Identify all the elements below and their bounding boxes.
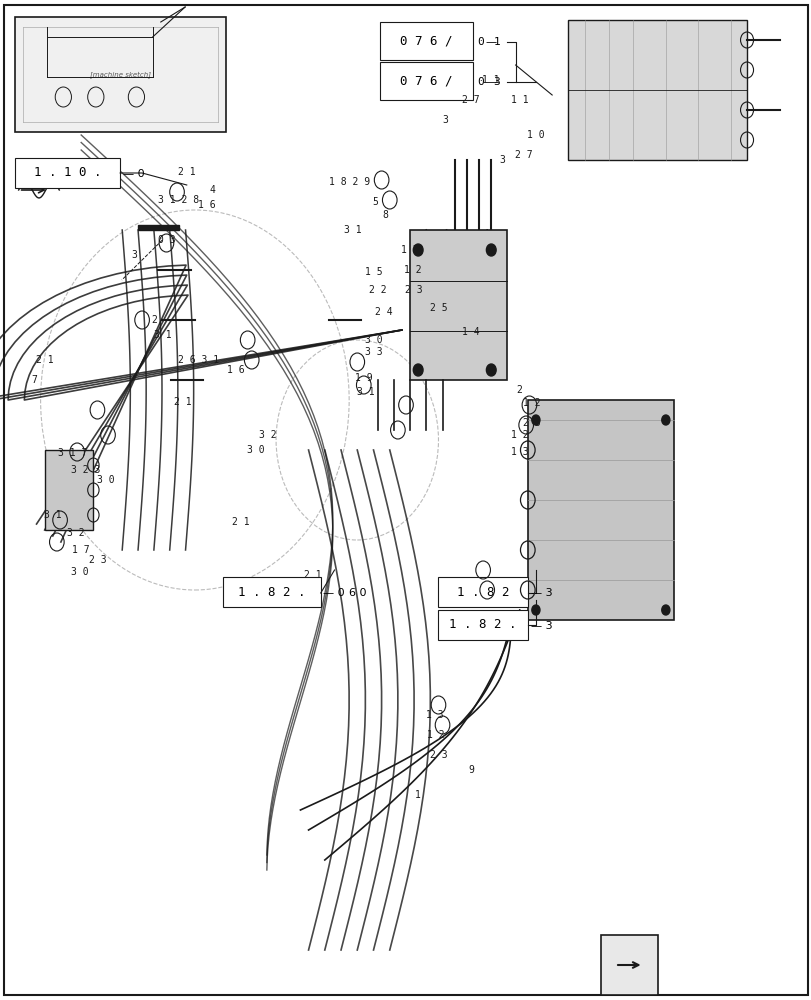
Text: 3 1: 3 1 — [356, 387, 374, 397]
Text: 3: 3 — [493, 77, 500, 87]
Text: 1 1: 1 1 — [482, 75, 500, 85]
Text: 3 1: 3 1 — [344, 225, 362, 235]
Text: — 0: — 0 — [323, 588, 345, 598]
Text: —: — — [485, 77, 496, 87]
Circle shape — [531, 415, 539, 425]
Text: 6 0: 6 0 — [349, 588, 367, 598]
Text: 1 2: 1 2 — [427, 730, 444, 740]
Text: 3 2 3: 3 2 3 — [71, 465, 100, 475]
Bar — [15, 158, 120, 188]
Text: — 0: — 0 — [123, 169, 145, 179]
Bar — [223, 577, 320, 607]
Bar — [15, 17, 225, 132]
Bar — [600, 935, 657, 995]
Text: 3 0: 3 0 — [364, 335, 382, 345]
Text: 0 3: 0 3 — [157, 235, 175, 245]
Text: 1: 1 — [414, 790, 421, 800]
Circle shape — [661, 415, 669, 425]
Text: 1 6: 1 6 — [198, 200, 216, 210]
Text: 0 7 6 /: 0 7 6 / — [400, 75, 453, 88]
Text: 3 2: 3 2 — [67, 528, 84, 538]
Bar — [568, 20, 746, 160]
Text: 2: 2 — [516, 385, 522, 395]
Bar — [380, 62, 473, 100]
Text: — 3: — 3 — [530, 621, 552, 631]
Text: 2 2: 2 2 — [368, 285, 386, 295]
Text: 1 1: 1 1 — [510, 95, 528, 105]
Text: [machine sketch]: [machine sketch] — [89, 71, 151, 78]
Text: 3 1 7: 3 1 7 — [58, 448, 88, 458]
Text: 1 7: 1 7 — [72, 545, 90, 555]
Bar — [438, 577, 527, 607]
Bar — [527, 400, 673, 620]
Text: 3: 3 — [498, 155, 504, 165]
Text: 2 7: 2 7 — [514, 150, 532, 160]
Text: 1 2: 1 2 — [522, 398, 540, 408]
Text: 0: 0 — [477, 37, 483, 47]
Text: 1 2: 1 2 — [510, 430, 528, 440]
Text: 2 1: 2 1 — [303, 570, 321, 580]
Text: 2 7: 2 7 — [461, 95, 479, 105]
Text: 3 3: 3 3 — [364, 347, 382, 357]
Text: 3: 3 — [441, 115, 448, 125]
Text: 2 1: 2 1 — [232, 517, 250, 527]
Circle shape — [413, 244, 423, 256]
Polygon shape — [138, 225, 178, 230]
Text: 1 9: 1 9 — [354, 373, 372, 383]
Text: 1 3: 1 3 — [425, 710, 443, 720]
Text: 4: 4 — [209, 185, 216, 195]
Text: 2 4: 2 4 — [375, 307, 393, 317]
Text: 3 0: 3 0 — [97, 475, 114, 485]
Bar — [410, 230, 507, 380]
Bar — [438, 610, 527, 640]
Text: 3 0: 3 0 — [71, 567, 88, 577]
Text: 1 . 8 2 .: 1 . 8 2 . — [238, 585, 306, 598]
Circle shape — [661, 605, 669, 615]
Text: 1 . 8 2: 1 . 8 2 — [457, 585, 508, 598]
Text: 3 1: 3 1 — [153, 330, 171, 340]
Text: 2 3: 2 3 — [522, 418, 540, 428]
Text: 3 2: 3 2 — [259, 430, 277, 440]
Text: 1 . 1 0 .: 1 . 1 0 . — [33, 166, 101, 179]
Text: 5: 5 — [371, 197, 378, 207]
Text: 2 6 3 1: 2 6 3 1 — [178, 355, 219, 365]
Text: 1 4: 1 4 — [461, 327, 479, 337]
Text: 8: 8 — [382, 210, 388, 220]
Bar — [380, 22, 473, 60]
Text: 2 3: 2 3 — [429, 750, 447, 760]
Text: 7: 7 — [31, 375, 37, 385]
Text: 2 3: 2 3 — [405, 285, 423, 295]
Text: 2: 2 — [151, 315, 157, 325]
Circle shape — [413, 364, 423, 376]
Text: 1 3: 1 3 — [401, 245, 418, 255]
Text: 1 5: 1 5 — [364, 267, 382, 277]
Bar — [45, 450, 93, 530]
Text: 9: 9 — [467, 765, 474, 775]
Circle shape — [486, 244, 496, 256]
Text: 1 3: 1 3 — [510, 447, 528, 457]
Text: 2 3: 2 3 — [88, 555, 106, 565]
Circle shape — [486, 364, 496, 376]
Text: 0 7 6 /: 0 7 6 / — [400, 34, 453, 47]
Text: —: — — [485, 37, 496, 47]
Text: 0: 0 — [477, 77, 483, 87]
Text: 1 8 2 9: 1 8 2 9 — [328, 177, 369, 187]
Text: — 3: — 3 — [530, 588, 552, 598]
Text: 3 1 2 8: 3 1 2 8 — [158, 195, 199, 205]
Text: 2 1: 2 1 — [174, 397, 191, 407]
Circle shape — [531, 605, 539, 615]
Text: 1 0: 1 0 — [526, 130, 544, 140]
Text: 1 6: 1 6 — [226, 365, 244, 375]
Text: 1: 1 — [493, 37, 500, 47]
Text: 1 . 8 2 .: 1 . 8 2 . — [448, 618, 517, 632]
Text: 3 1: 3 1 — [44, 510, 62, 520]
Text: 2 1: 2 1 — [178, 167, 195, 177]
Text: 1 2: 1 2 — [403, 265, 421, 275]
Text: 3: 3 — [131, 250, 137, 260]
Text: 2 5: 2 5 — [429, 303, 447, 313]
Text: 3 0: 3 0 — [247, 445, 264, 455]
Text: 2 1: 2 1 — [36, 355, 54, 365]
